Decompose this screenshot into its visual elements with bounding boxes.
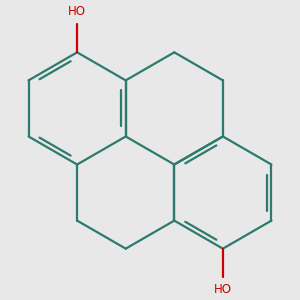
Text: HO: HO xyxy=(214,284,232,296)
Text: HO: HO xyxy=(68,4,86,18)
